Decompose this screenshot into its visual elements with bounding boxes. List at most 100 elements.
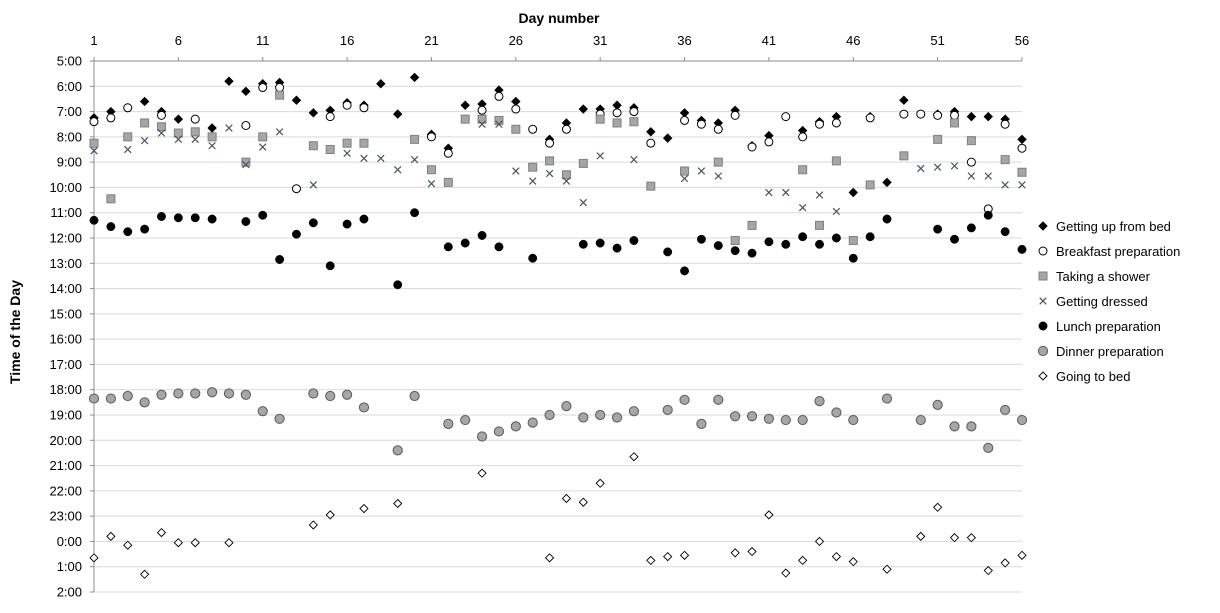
data-point (949, 421, 960, 432)
x-axis-title: Day number (519, 10, 600, 26)
data-point (359, 214, 369, 224)
data-point (544, 409, 555, 421)
data-point (595, 478, 605, 488)
data-point (815, 119, 825, 129)
y-tick-label: 20:00 (49, 433, 82, 448)
data-point (409, 72, 420, 83)
data-point (798, 165, 808, 175)
data-point (377, 154, 385, 163)
data-point (865, 232, 875, 242)
data-point (157, 129, 166, 137)
data-point (393, 109, 403, 119)
data-point (899, 95, 909, 105)
data-point (765, 188, 773, 197)
data-point (426, 165, 436, 175)
data-point (477, 231, 487, 240)
data-point (663, 247, 673, 257)
data-point (89, 117, 99, 127)
data-point (1017, 550, 1027, 560)
data-point (460, 414, 471, 426)
data-point (561, 124, 571, 134)
data-point (713, 241, 723, 251)
data-point (595, 114, 605, 124)
y-tick-label: 22:00 (49, 483, 82, 498)
data-point (258, 210, 268, 220)
data-point (983, 111, 993, 122)
data-point (207, 123, 217, 133)
data-point (291, 184, 301, 194)
data-point (124, 145, 132, 154)
data-point (342, 100, 352, 110)
data-point (156, 110, 166, 120)
data-point (747, 248, 757, 258)
data-point (662, 133, 673, 143)
data-point (308, 141, 318, 151)
data-point (207, 387, 218, 398)
data-point (578, 158, 588, 168)
series-taking-a-shower (89, 90, 1027, 246)
data-point (680, 166, 690, 176)
data-point (174, 135, 183, 144)
data-point (950, 118, 960, 128)
x-tick-label: 56 (1015, 33, 1029, 48)
data-point (106, 222, 116, 232)
data-point (679, 394, 690, 405)
data-point (510, 421, 521, 432)
data-point (309, 181, 318, 189)
data-point (308, 108, 319, 118)
data-point (798, 132, 808, 142)
data-point (494, 242, 504, 252)
data-point (697, 167, 706, 175)
data-point (916, 531, 926, 542)
data-point (341, 389, 353, 400)
data-point (831, 407, 842, 418)
data-point (1000, 155, 1010, 165)
data-point (106, 531, 116, 542)
data-point (106, 113, 116, 123)
legend-marker (1038, 221, 1048, 231)
y-tick-label: 18:00 (49, 382, 82, 397)
legend-item: Taking a shower (1038, 269, 1151, 284)
data-point (342, 138, 352, 148)
data-point (156, 122, 166, 132)
data-point (848, 253, 858, 263)
data-point (443, 177, 453, 187)
data-point (223, 388, 235, 399)
data-point (292, 229, 301, 239)
data-point (258, 132, 268, 142)
data-point (680, 174, 689, 183)
data-points (88, 72, 1028, 579)
data-point (511, 96, 521, 107)
data-point (882, 564, 892, 574)
data-point (528, 162, 538, 172)
data-point (663, 551, 673, 562)
data-point (89, 215, 99, 225)
data-point (325, 145, 335, 154)
legend-marker (1037, 345, 1049, 357)
data-point (696, 234, 706, 244)
data-point (646, 138, 656, 148)
data-point (679, 108, 690, 118)
data-point (916, 109, 926, 119)
data-point (173, 213, 183, 223)
data-point (460, 100, 470, 110)
data-point (933, 224, 943, 234)
data-point (983, 565, 993, 576)
data-point (477, 468, 487, 478)
data-point (190, 114, 200, 124)
data-point (713, 124, 723, 134)
x-tick-labels: 1 6 11 16 21 26 31 36 41 46 51 56 (90, 33, 1029, 48)
data-point (157, 212, 166, 221)
series-dinner-preparation (88, 387, 1028, 456)
legend-label: Getting dressed (1056, 294, 1148, 309)
x-tick-label: 11 (256, 33, 270, 48)
data-point (764, 137, 774, 147)
data-point (629, 452, 639, 462)
data-point (612, 108, 622, 118)
data-point (190, 213, 200, 223)
data-point (190, 538, 200, 548)
data-point (815, 220, 825, 230)
data-point (511, 124, 521, 134)
y-tick-label: 17:00 (49, 357, 82, 372)
y-axis-title: Time of the Day (7, 280, 23, 384)
